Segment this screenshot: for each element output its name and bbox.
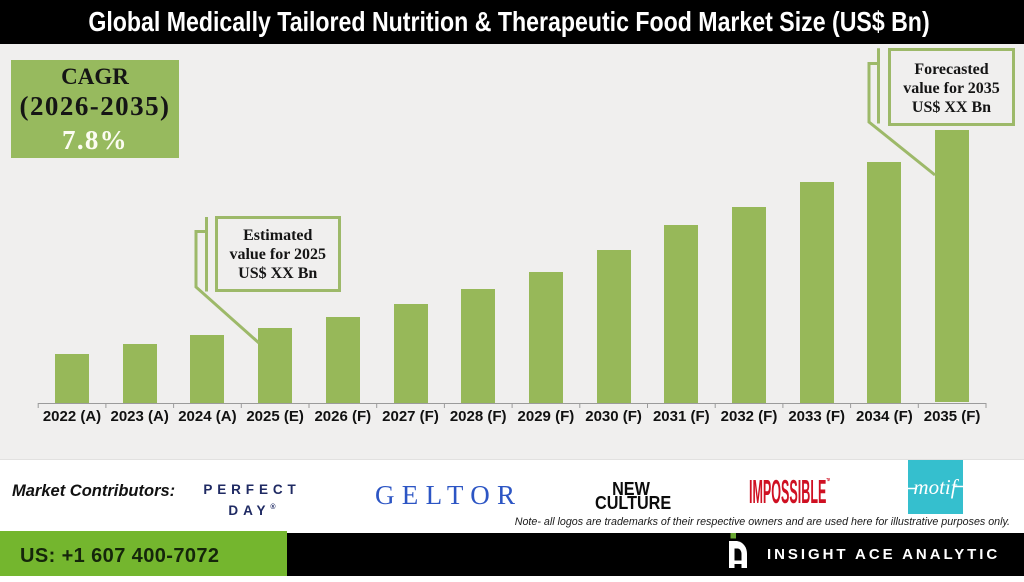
svg-text:motif: motif bbox=[913, 475, 959, 499]
